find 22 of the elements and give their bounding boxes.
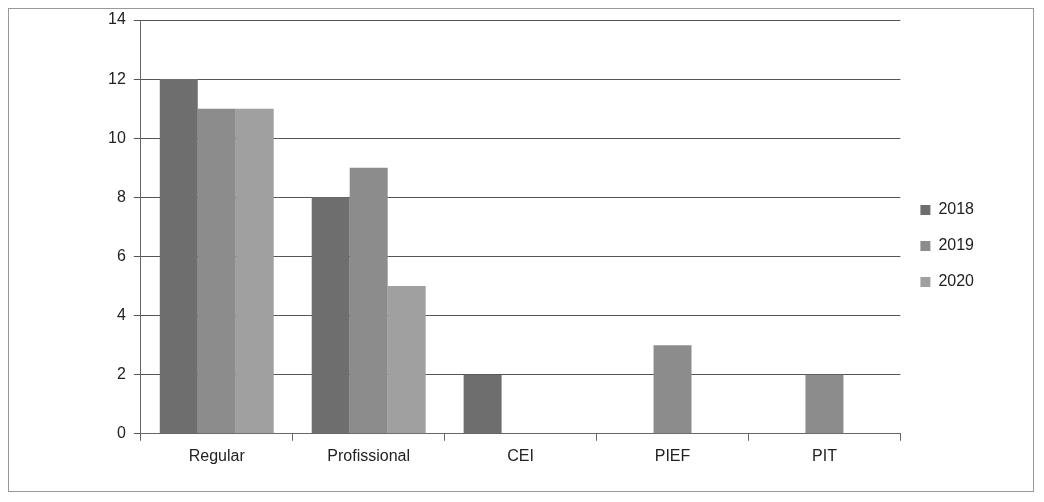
x-tick-label: PIEF: [654, 446, 691, 464]
legend-label: 2019: [938, 236, 975, 254]
y-tick-label: 0: [116, 424, 126, 442]
y-tick-label: 4: [116, 305, 126, 323]
legend-label: 2020: [938, 272, 975, 290]
bar: [805, 374, 844, 434]
x-tick-label: Profissional: [327, 446, 411, 464]
x-tick-label: CEI: [507, 446, 534, 464]
y-tick-label: 14: [108, 10, 126, 28]
bar: [235, 108, 274, 434]
y-tick-label: 10: [108, 128, 126, 146]
bar: [197, 108, 236, 434]
bar: [387, 286, 426, 434]
bar: [349, 167, 388, 434]
y-tick-label: 12: [108, 69, 126, 87]
y-tick-label: 6: [116, 246, 126, 264]
bar: [653, 345, 692, 434]
x-tick-label: PIT: [812, 446, 838, 464]
y-tick-label: 8: [116, 187, 126, 205]
legend-label: 2018: [938, 200, 975, 218]
y-tick-label: 2: [116, 365, 126, 383]
x-tick-label: Regular: [188, 446, 246, 464]
